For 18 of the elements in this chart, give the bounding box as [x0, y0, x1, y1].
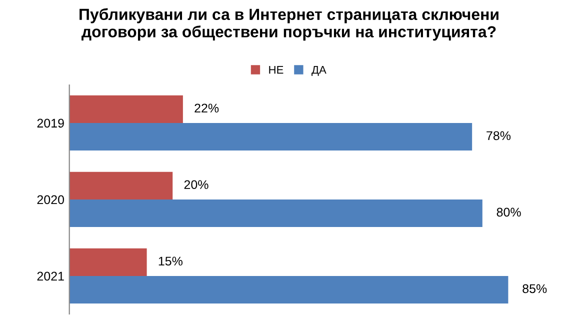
legend-label: ДА [312, 66, 326, 76]
bar [69, 276, 508, 304]
bar [69, 95, 183, 123]
y-tick-label: 2019 [37, 118, 64, 128]
y-tick-label: 2021 [37, 272, 64, 281]
bar [69, 248, 147, 276]
y-tick-label: 2020 [37, 195, 64, 204]
bar [69, 199, 482, 228]
chart-title: Публикувани ли са в Интернет страницата сключени договори за обществени поръчки на институцията? [80, 8, 498, 41]
bar [69, 122, 472, 151]
data-label: 22% [194, 104, 219, 112]
data-label: 80% [496, 208, 521, 217]
data-label: 85% [522, 284, 547, 294]
legend-label: НЕ [269, 66, 284, 74]
data-label: 15% [158, 256, 182, 266]
data-label: 78% [486, 131, 511, 140]
bar [69, 172, 173, 200]
data-label: 20% [184, 180, 208, 190]
